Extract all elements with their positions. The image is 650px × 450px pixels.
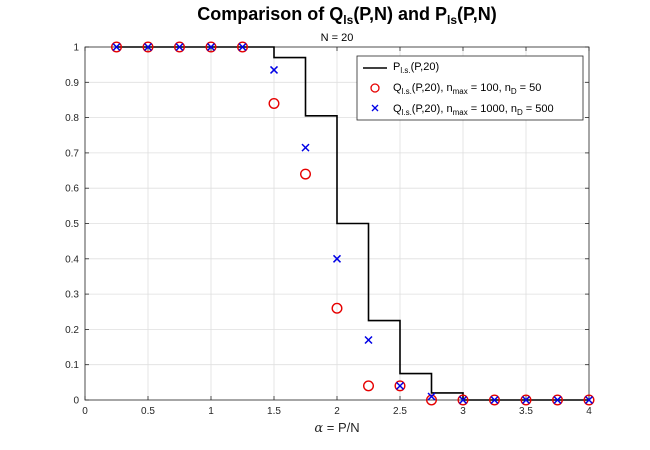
legend-entry-2: Ql.s.(P,20), nmax = 100, nD = 50 — [393, 82, 541, 96]
x-tick-label: 3 — [460, 406, 466, 417]
circle-point — [142, 41, 154, 53]
y-tick-label: 0.6 — [65, 184, 79, 195]
legend-entry-3: Ql.s.(P,20), nmax = 1000, nD = 500 — [393, 103, 554, 117]
cross-point — [238, 42, 247, 52]
y-tick-labels: 0 0.1 0.2 0.3 0.4 0.5 0.6 0.7 0.8 0.9 1 — [65, 43, 79, 407]
cross-point — [395, 381, 405, 390]
y-tick-label: 0.2 — [65, 325, 79, 336]
circle-point — [363, 380, 375, 392]
cross-point — [553, 395, 562, 405]
legend: Pl.s.(P,20) Ql.s.(P,20), nmax = 100, nD … — [356, 55, 584, 121]
step-line-series — [116, 46, 589, 401]
cross-point — [427, 392, 436, 401]
y-tick-label: 0.7 — [65, 148, 79, 159]
chart-subtitle: N = 20 — [321, 32, 354, 44]
circle-point — [394, 380, 406, 392]
legend-circle-marker — [370, 83, 380, 93]
legend-entry-1: Pl.s.(P,20) — [393, 61, 439, 75]
x-tick-label: 1 — [208, 406, 214, 417]
y-tick-label: 0.4 — [65, 254, 79, 265]
y-tick-label: 0.1 — [65, 360, 79, 371]
y-tick-label: 0.3 — [65, 290, 79, 301]
cross-point — [521, 395, 531, 405]
x-tick-labels: 0 0.5 1 1.5 2 2.5 3 3.5 4 — [82, 406, 592, 417]
cross-point — [143, 42, 153, 52]
cross-point — [584, 395, 594, 405]
legend-cross-marker — [371, 104, 379, 112]
x-tick-label: 2.5 — [393, 406, 407, 417]
y-tick-label: 0 — [73, 396, 79, 407]
cross-point — [364, 335, 373, 345]
circle-point — [205, 41, 217, 53]
cross-point — [206, 42, 216, 52]
circle-point — [457, 394, 469, 406]
series-group — [110, 41, 595, 406]
cross-point — [458, 395, 468, 405]
x-tick-label: 1.5 — [267, 406, 281, 417]
circle-point — [110, 41, 122, 53]
cross-point — [175, 42, 184, 52]
y-tick-label: 0.9 — [65, 78, 79, 89]
cross-point — [490, 395, 499, 405]
chart-title: Comparison of Qls(P,N) and Pls(P,N) — [197, 4, 496, 27]
circle-point — [268, 97, 280, 109]
circle-point — [520, 394, 532, 406]
x-axis-label: α = P/N — [314, 420, 359, 436]
legend-box — [356, 55, 584, 121]
x-tick-label: 0 — [82, 406, 88, 417]
circle-point — [489, 394, 501, 406]
circle-point — [426, 394, 438, 406]
x-tick-label: 3.5 — [519, 406, 533, 417]
x-tick-label: 4 — [586, 406, 592, 417]
y-tick-label: 0.8 — [65, 113, 79, 124]
cross-point — [112, 42, 121, 52]
y-tick-label: 0.5 — [65, 219, 79, 230]
x-tick-label: 2 — [334, 406, 340, 417]
cross-point — [332, 254, 342, 263]
circle-point — [552, 394, 564, 406]
cross-point — [269, 65, 279, 74]
circle-point — [300, 168, 312, 180]
x-tick-label: 0.5 — [141, 406, 155, 417]
circle-point — [236, 41, 248, 53]
y-tick-label: 1 — [73, 43, 79, 54]
cross-point — [301, 143, 310, 152]
circle-point — [583, 394, 595, 406]
circle-point — [173, 41, 185, 53]
circle-point — [331, 302, 343, 314]
